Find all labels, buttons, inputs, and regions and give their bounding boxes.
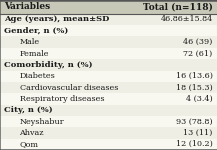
Text: Comorbidity, n (%): Comorbidity, n (%) xyxy=(4,61,93,69)
Bar xyxy=(0,105,217,116)
Bar xyxy=(0,36,217,48)
Text: 93 (78.8): 93 (78.8) xyxy=(176,118,213,126)
Text: Total (n=118): Total (n=118) xyxy=(143,2,213,11)
Bar xyxy=(0,82,217,93)
Text: 46 (39): 46 (39) xyxy=(183,38,213,46)
Text: Female: Female xyxy=(20,50,49,57)
Bar xyxy=(0,14,217,25)
Bar xyxy=(0,48,217,59)
Text: Male: Male xyxy=(20,38,40,46)
Text: 13 (11): 13 (11) xyxy=(183,129,213,137)
Bar xyxy=(0,127,217,139)
Text: 16 (13.6): 16 (13.6) xyxy=(176,72,213,80)
Text: Respiratory diseases: Respiratory diseases xyxy=(20,95,104,103)
Bar xyxy=(0,93,217,105)
Bar xyxy=(0,25,217,36)
Text: Gender, n (%): Gender, n (%) xyxy=(4,27,69,35)
Text: City, n (%): City, n (%) xyxy=(4,106,53,114)
Bar xyxy=(0,116,217,127)
Bar xyxy=(0,139,217,150)
Text: Qom: Qom xyxy=(20,140,39,148)
Text: 18 (15.3): 18 (15.3) xyxy=(176,84,213,92)
Text: 46.86±15.84: 46.86±15.84 xyxy=(160,15,213,23)
Text: 4 (3.4): 4 (3.4) xyxy=(186,95,213,103)
Bar xyxy=(0,0,217,14)
Text: Cardiovascular diseases: Cardiovascular diseases xyxy=(20,84,118,92)
Text: 12 (10.2): 12 (10.2) xyxy=(176,140,213,148)
Text: 72 (61): 72 (61) xyxy=(183,50,213,57)
Text: Age (years), mean±SD: Age (years), mean±SD xyxy=(4,15,110,23)
Bar xyxy=(0,70,217,82)
Text: Diabetes: Diabetes xyxy=(20,72,55,80)
Text: Ahvaz: Ahvaz xyxy=(20,129,44,137)
Text: Neyshabur: Neyshabur xyxy=(20,118,64,126)
Bar xyxy=(0,59,217,70)
Text: Variables: Variables xyxy=(4,2,51,11)
